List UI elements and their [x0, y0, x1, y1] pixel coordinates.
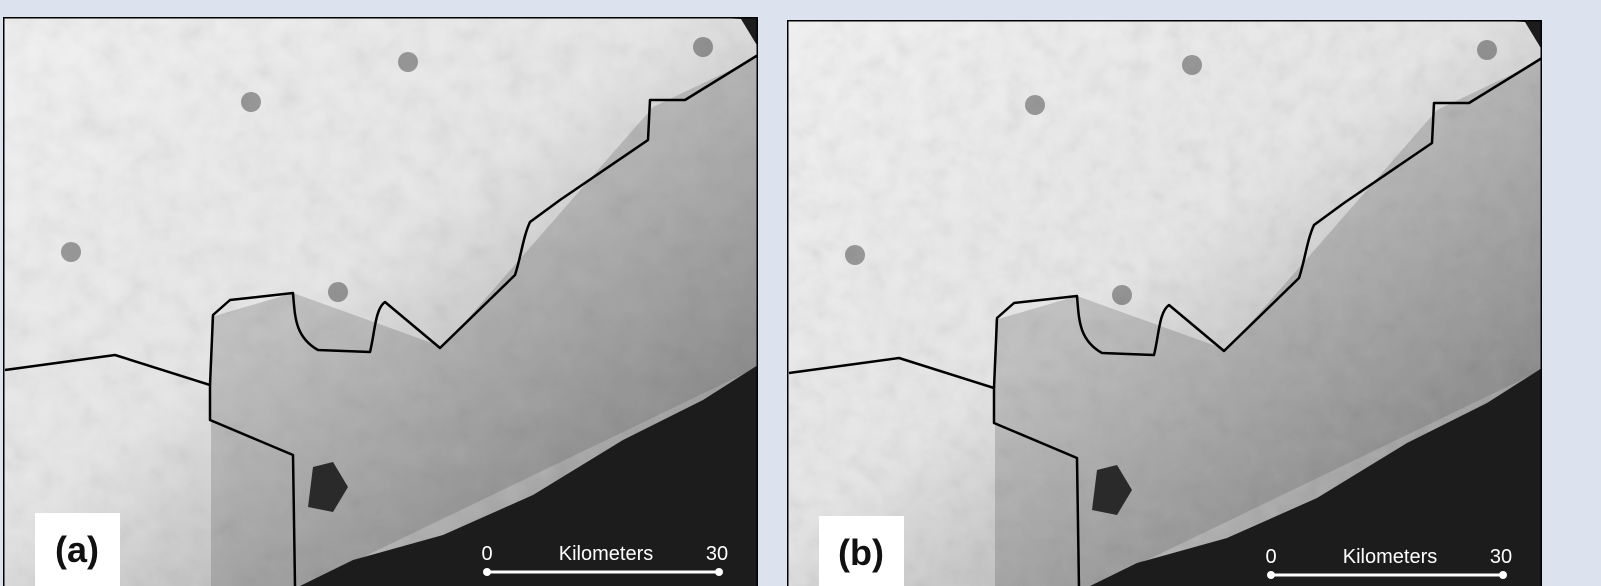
urban-area [398, 52, 418, 72]
urban-area [241, 92, 261, 112]
scale-end-cap [1499, 571, 1507, 579]
page: (a)0Kilometers30 (b)0Kilometers30 (() =>… [0, 0, 1601, 586]
scale-start: 0 [481, 543, 492, 565]
map-panel-b: (b) 0 Kilometers 30 [787, 20, 1542, 586]
panel-label: (a) [55, 529, 99, 570]
scale-end: 30 [1490, 546, 1512, 568]
map-panel-a: (a) 0 Kilometers 30 [3, 17, 758, 586]
scale-end-cap [483, 568, 491, 576]
scale-unit: Kilometers [1343, 546, 1437, 568]
scale-unit: Kilometers [559, 543, 653, 565]
urban-area [61, 242, 81, 262]
scale-start: 0 [1265, 546, 1276, 568]
urban-area [1182, 55, 1202, 75]
urban-area [1477, 40, 1497, 60]
urban-area [1025, 95, 1045, 115]
scale-end: 30 [706, 543, 728, 565]
scale-end-cap [715, 568, 723, 576]
urban-area [845, 245, 865, 265]
urban-area [328, 282, 348, 302]
panel-label: (b) [838, 532, 884, 573]
urban-area [693, 37, 713, 57]
urban-area [1112, 285, 1132, 305]
scale-end-cap [1267, 571, 1275, 579]
